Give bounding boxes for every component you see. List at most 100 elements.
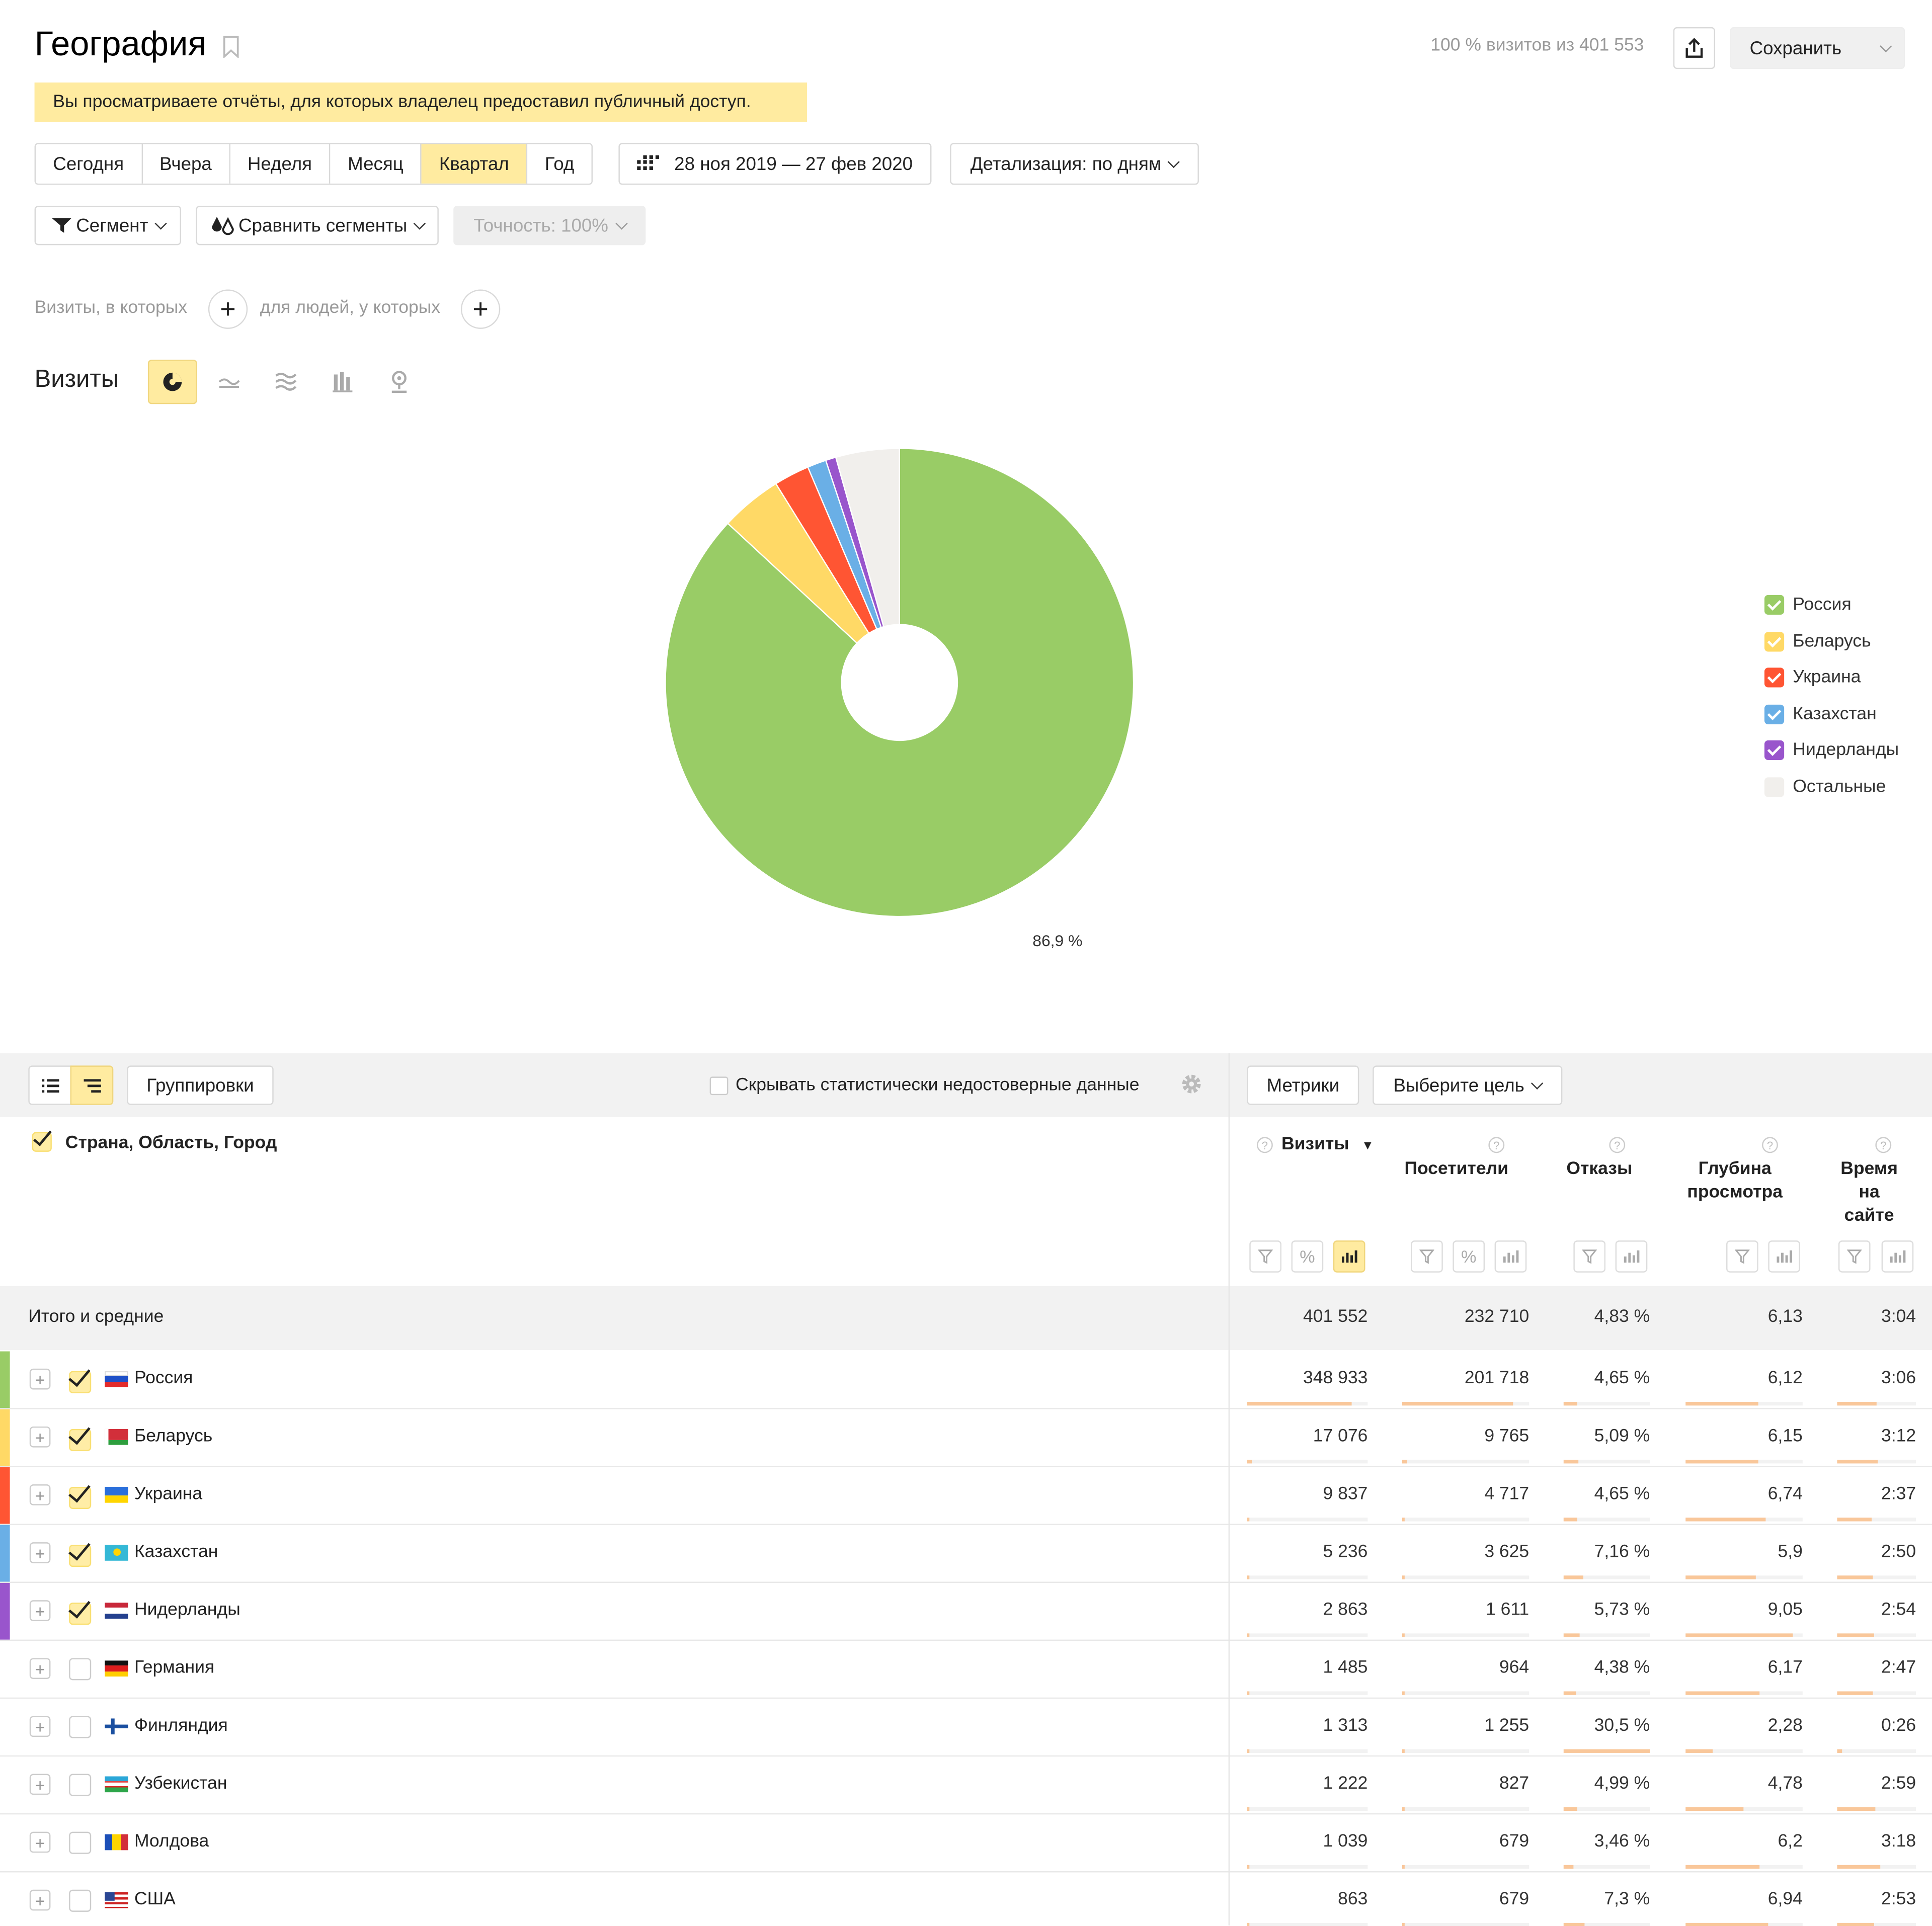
table-row[interactable]: + Молдова 1 039 679 3,46 % 6,2 3:18 (0, 1814, 1932, 1873)
row-checkbox[interactable] (69, 1369, 92, 1393)
legend-checkbox[interactable] (1764, 667, 1785, 688)
percent-toggle[interactable]: % (1453, 1240, 1485, 1273)
table-row[interactable]: + Германия 1 485 964 4,38 % 6,17 2:47 (0, 1641, 1932, 1699)
expand-row-button[interactable]: + (29, 1426, 51, 1448)
row-checkbox[interactable] (69, 1716, 92, 1738)
expand-row-button[interactable]: + (29, 1484, 51, 1505)
add-people-condition-button[interactable]: + (460, 289, 501, 329)
expand-row-button[interactable]: + (29, 1716, 51, 1737)
row-country-name[interactable]: Молдова (134, 1831, 209, 1852)
view-area-button[interactable] (261, 360, 310, 404)
view-pie-button[interactable] (147, 360, 197, 404)
bars-toggle[interactable] (1494, 1240, 1527, 1273)
expand-row-button[interactable]: + (29, 1542, 51, 1563)
column-visitors[interactable]: Посетители (1404, 1159, 1508, 1179)
table-row[interactable]: + Узбекистан 1 222 827 4,99 % 4,78 2:59 (0, 1756, 1932, 1815)
tree-view-button[interactable] (70, 1065, 114, 1105)
help-icon[interactable]: ? (1875, 1137, 1892, 1153)
period-today[interactable]: Сегодня (36, 144, 142, 184)
pie-slice-0[interactable] (665, 448, 1135, 917)
row-country-name[interactable]: Украина (134, 1484, 203, 1504)
detail-dropdown[interactable]: Детализация: по дням (950, 143, 1199, 185)
bars-toggle[interactable] (1615, 1240, 1648, 1273)
row-checkbox[interactable] (69, 1831, 92, 1854)
row-country-name[interactable]: Россия (134, 1368, 193, 1389)
help-icon[interactable]: ? (1609, 1137, 1626, 1153)
filter-toggle[interactable] (1249, 1240, 1281, 1273)
period-year[interactable]: Год (527, 144, 592, 184)
filter-toggle[interactable] (1411, 1240, 1443, 1273)
legend-item[interactable]: Украина (1764, 667, 1861, 688)
legend-item[interactable]: Остальные (1764, 777, 1886, 797)
compare-segments-button[interactable]: Сравнить сегменты (196, 205, 439, 245)
segment-button[interactable]: Сегмент (34, 205, 182, 245)
row-checkbox[interactable] (69, 1774, 92, 1796)
expand-row-button[interactable]: + (29, 1600, 51, 1621)
legend-item[interactable]: Нидерланды (1764, 740, 1899, 761)
help-icon[interactable]: ? (1256, 1137, 1273, 1153)
pie-slice-5[interactable] (835, 448, 900, 628)
view-map-button[interactable] (374, 360, 424, 404)
groupings-button[interactable]: Группировки (127, 1065, 274, 1105)
settings-gear-icon[interactable] (1179, 1072, 1204, 1097)
row-checkbox[interactable] (69, 1427, 92, 1451)
row-country-name[interactable]: Германия (134, 1658, 215, 1678)
expand-row-button[interactable]: + (29, 1774, 51, 1795)
column-depth[interactable]: Глубина просмотра (1687, 1159, 1783, 1203)
help-icon[interactable]: ? (1488, 1137, 1505, 1153)
dimension-header[interactable]: Страна, Область, Город (65, 1133, 277, 1153)
goal-dropdown[interactable]: Выберите цель (1373, 1065, 1563, 1105)
table-row[interactable]: + Россия 348 933 201 718 4,65 % 6,12 3:06 (0, 1351, 1932, 1409)
period-month[interactable]: Месяц (330, 144, 422, 184)
row-checkbox[interactable] (69, 1542, 92, 1567)
bars-toggle[interactable] (1333, 1240, 1365, 1273)
view-line-button[interactable] (205, 360, 254, 404)
period-quarter[interactable]: Квартал (422, 144, 528, 184)
row-checkbox[interactable] (69, 1658, 92, 1681)
row-country-name[interactable]: Беларусь (134, 1426, 213, 1447)
legend-checkbox[interactable] (1764, 740, 1785, 761)
accuracy-dropdown[interactable]: Точность: 100% (453, 205, 646, 245)
expand-row-button[interactable]: + (29, 1831, 51, 1853)
percent-toggle[interactable]: % (1291, 1240, 1324, 1273)
column-bounces[interactable]: Отказы (1566, 1159, 1633, 1179)
period-yesterday[interactable]: Вчера (142, 144, 230, 184)
hide-unreliable-checkbox[interactable] (709, 1076, 729, 1096)
flat-view-button[interactable] (28, 1065, 72, 1105)
filter-toggle[interactable] (1573, 1240, 1606, 1273)
expand-row-button[interactable]: + (29, 1368, 51, 1390)
metrics-button[interactable]: Метрики (1247, 1065, 1359, 1105)
help-icon[interactable]: ? (1762, 1137, 1778, 1153)
legend-checkbox[interactable] (1764, 631, 1785, 651)
table-row[interactable]: + Казахстан 5 236 3 625 7,16 % 5,9 2:50 (0, 1525, 1932, 1583)
expand-row-button[interactable]: + (29, 1889, 51, 1911)
row-checkbox[interactable] (69, 1484, 92, 1510)
period-week[interactable]: Неделя (230, 144, 331, 184)
row-country-name[interactable]: Финляндия (134, 1716, 228, 1736)
table-row[interactable]: + Нидерланды 2 863 1 611 5,73 % 9,05 2:54 (0, 1582, 1932, 1641)
row-checkbox[interactable] (69, 1600, 92, 1625)
column-time[interactable]: Время на сайте (1840, 1159, 1898, 1226)
row-country-name[interactable]: США (134, 1889, 176, 1909)
bookmark-icon[interactable] (223, 36, 239, 59)
bars-toggle[interactable] (1768, 1240, 1800, 1273)
table-row[interactable]: + Финляндия 1 313 1 255 30,5 % 2,28 0:26 (0, 1699, 1932, 1757)
legend-checkbox[interactable] (1764, 595, 1785, 615)
date-range-button[interactable]: 28 ноя 2019 — 27 фев 2020 (618, 143, 932, 185)
legend-item[interactable]: Казахстан (1764, 704, 1877, 724)
table-row[interactable]: + Украина 9 837 4 717 4,65 % 6,74 2:37 (0, 1467, 1932, 1525)
column-visits[interactable]: Визиты ▼ (1281, 1133, 1374, 1158)
row-country-name[interactable]: Узбекистан (134, 1774, 227, 1794)
table-row[interactable]: + Беларусь 17 076 9 765 5,09 % 6,15 3:12 (0, 1409, 1932, 1467)
row-country-name[interactable]: Нидерланды (134, 1600, 240, 1620)
bars-toggle[interactable] (1881, 1240, 1914, 1273)
add-visit-condition-button[interactable]: + (208, 289, 248, 329)
export-button[interactable] (1673, 27, 1716, 69)
legend-checkbox[interactable] (1764, 704, 1785, 724)
legend-item[interactable]: Россия (1764, 595, 1852, 615)
legend-checkbox[interactable] (1764, 777, 1785, 797)
table-row[interactable]: + США 863 679 7,3 % 6,94 2:53 (0, 1872, 1932, 1926)
view-bar-button[interactable] (318, 360, 367, 404)
expand-row-button[interactable]: + (29, 1658, 51, 1679)
save-button[interactable]: Сохранить (1730, 27, 1905, 69)
